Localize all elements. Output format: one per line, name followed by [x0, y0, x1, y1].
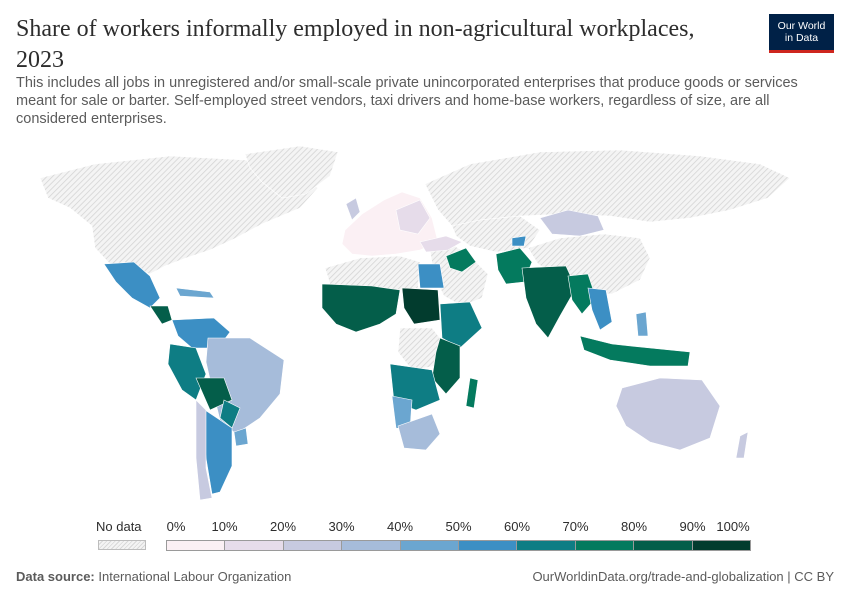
legend-tick-label: 40%	[386, 519, 414, 534]
legend-tick-label: 70%	[562, 519, 589, 534]
legend-bin	[225, 541, 284, 550]
legend-bin	[459, 541, 518, 550]
chart-title: Share of workers informally employed in …	[16, 16, 695, 73]
region-sudan	[401, 287, 441, 325]
data-source-label: Data source:	[16, 569, 95, 584]
region-egypt	[417, 263, 445, 289]
chart-subtitle: This includes all jobs in unregistered a…	[16, 75, 798, 127]
region-australia	[615, 377, 721, 451]
region-mongolia	[539, 209, 605, 237]
region-new-zealand	[735, 431, 749, 459]
legend-bin	[575, 541, 635, 550]
legend-tick-label: 90%	[679, 519, 706, 534]
legend-tick-label: 80%	[620, 519, 648, 534]
legend-bin	[400, 541, 460, 550]
region-uruguay	[233, 427, 249, 447]
region-west-africa	[321, 283, 401, 333]
region-ecuador-peru	[167, 343, 207, 401]
legend-no-data-swatch	[98, 540, 146, 550]
legend-tick-label: 100%	[716, 519, 750, 534]
region-east-africa	[431, 337, 461, 395]
region-iraq-iran	[445, 247, 477, 273]
legend-bin	[342, 541, 401, 550]
data-source-value: International Labour Organization	[98, 569, 292, 584]
legend-tick-label: 0%	[166, 519, 186, 534]
legend-color-bar	[166, 540, 751, 551]
region-turkey	[419, 235, 463, 253]
region-madagascar	[465, 377, 479, 409]
legend-bin	[517, 541, 576, 550]
region-greenland-nodata	[244, 145, 339, 199]
region-caribbean	[175, 287, 215, 299]
region-mexico	[103, 261, 161, 309]
region-caucasus	[511, 235, 527, 247]
legend-no-data-label: No data	[96, 519, 142, 534]
region-bangladesh-myanmar	[567, 273, 597, 315]
region-eastern-europe	[395, 199, 431, 235]
logo-line-2: in Data	[784, 32, 819, 44]
owid-logo[interactable]: Our World in Data	[769, 14, 834, 53]
data-source: Data source: International Labour Organi…	[16, 569, 291, 584]
legend-bin	[283, 541, 343, 550]
logo-line-1: Our World	[777, 20, 826, 32]
country-regions[interactable]	[103, 191, 749, 501]
legend-tick-label: 10%	[211, 519, 238, 534]
region-ethiopia-somalia	[439, 301, 483, 349]
region-indochina	[587, 287, 613, 331]
world-map[interactable]	[0, 138, 850, 508]
legend-tick-label: 30%	[328, 519, 355, 534]
legend-tick-label: 50%	[445, 519, 472, 534]
region-chile	[195, 399, 213, 501]
region-bolivia	[195, 377, 233, 411]
legend-bin	[634, 541, 693, 550]
region-central-america	[149, 305, 173, 325]
legend-bin	[167, 541, 226, 550]
source-link[interactable]: OurWorldinData.org/trade-and-globalizati…	[532, 569, 834, 584]
legend-tick-label: 60%	[503, 519, 531, 534]
legend-tick-label: 20%	[269, 519, 297, 534]
legend-bin	[692, 541, 751, 550]
region-south-africa	[397, 413, 441, 451]
no-data-regions	[39, 145, 791, 371]
region-philippines	[635, 311, 649, 337]
region-india	[521, 265, 577, 339]
region-russia-nodata	[424, 149, 791, 227]
region-indonesia	[579, 335, 691, 367]
region-uk	[345, 197, 361, 221]
